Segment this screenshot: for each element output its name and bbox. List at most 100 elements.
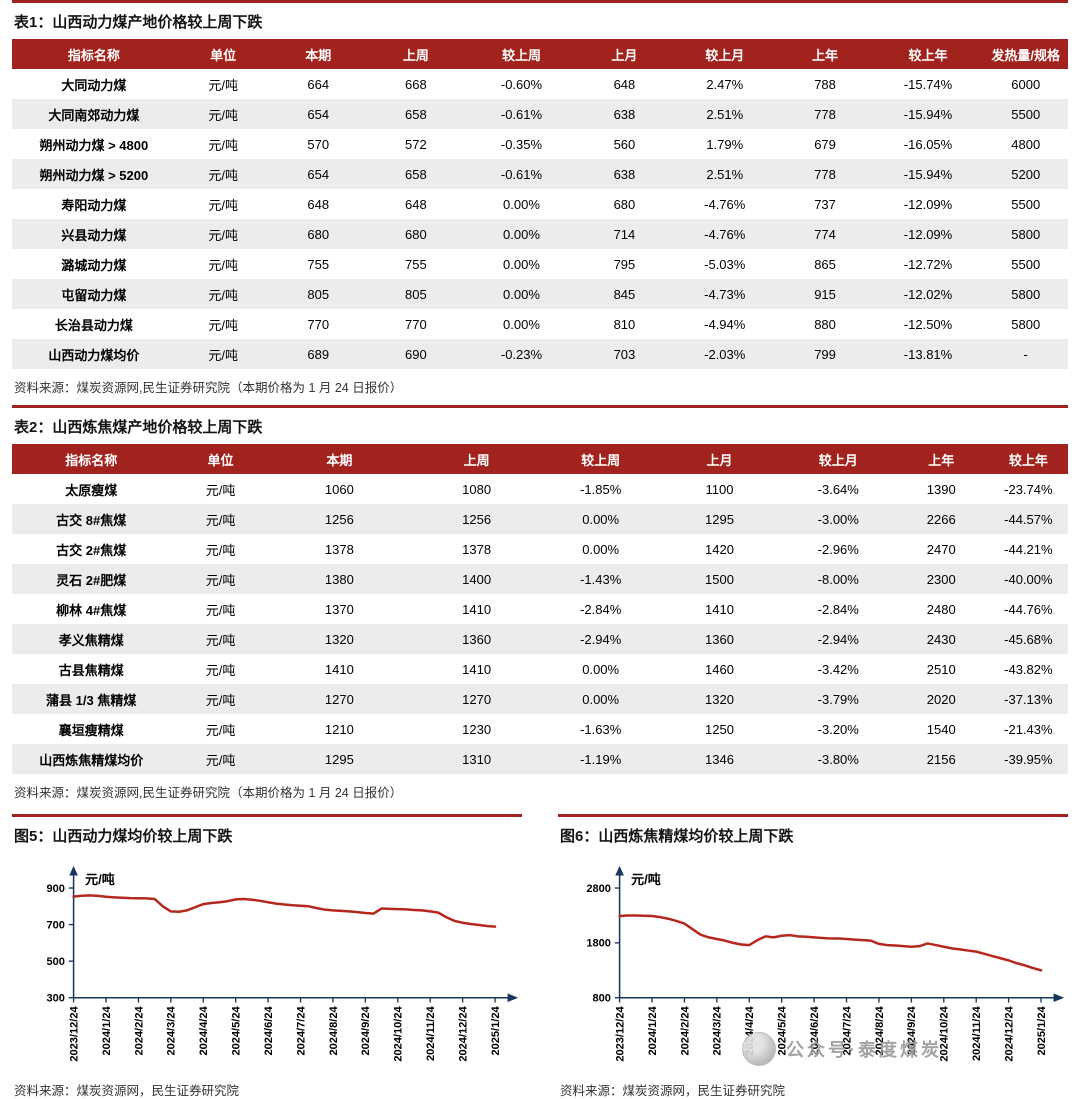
cell: 714 (613, 226, 636, 242)
row-label: 孝义焦精煤 (58, 632, 124, 648)
cell: 元/吨 (205, 482, 236, 498)
x-tick-label: 2024/2/24 (679, 1006, 691, 1056)
table2-source: 资料来源：煤炭资源网,民生证券研究院（本期价格为 1 月 24 日报价） (14, 786, 403, 800)
row-label: 灵石 2#肥煤 (56, 572, 127, 588)
y-axis-arrow-icon (69, 865, 78, 876)
x-tick-label: 2023/12/24 (68, 1006, 80, 1062)
column-header: 单位 (170, 444, 271, 474)
y-tick-label: 800 (592, 993, 610, 1005)
x-tick-label: 2024/12/24 (457, 1006, 469, 1062)
cell: 5500 (1011, 256, 1041, 272)
x-tick-label: 2024/6/24 (809, 1006, 821, 1056)
cell: 1390 (926, 481, 956, 497)
cell: 1270 (462, 691, 492, 707)
cell: -40.00% (1004, 571, 1053, 587)
cell: 915 (814, 286, 836, 302)
cell: -1.19% (580, 751, 622, 767)
row-label: 兴县动力煤 (61, 227, 127, 243)
header-row: 指标名称 单位 本期 上周 较上周 上月 较上月 上年 较上年 发热量/规格 (12, 39, 1068, 69)
cell: 1410 (705, 601, 734, 617)
cell: 1080 (462, 481, 492, 497)
y-tick-label: 900 (46, 883, 64, 895)
cell: 元/吨 (208, 317, 238, 333)
x-axis-arrow-icon (1053, 993, 1065, 1003)
chart6-canvas: 800 1800 2800 2023/12/24 2024/1/24 2024/2/24 2… (558, 863, 1068, 1078)
cell: 737 (814, 196, 836, 212)
chart5-block: 图5：山西动力煤均价较上周下跌 300 500 700 900 2023/12/24 20… (12, 814, 522, 1099)
cell: -12.50% (903, 316, 953, 332)
cell: -0.61% (500, 166, 543, 182)
cell: 1295 (324, 751, 354, 767)
cell: -0.35% (500, 136, 543, 152)
cell: -44.57% (1004, 511, 1053, 527)
x-tick-label: 2024/7/24 (295, 1006, 307, 1056)
cell: 元/吨 (205, 602, 236, 618)
row-label: 屯留动力煤 (61, 287, 127, 303)
chart6-plot: 800 1800 2800 2023/12/24 2024/1/24 2024/2/24 2… (586, 865, 1065, 1062)
row-label: 朔州动力煤 > 4800 (39, 137, 149, 153)
cell: 6000 (1011, 76, 1041, 92)
cell: 648 (613, 76, 636, 92)
x-tick-label: 2025/1/24 (490, 1006, 502, 1056)
cell: 1295 (705, 511, 734, 527)
y-tick-label: 300 (46, 993, 64, 1005)
cell: 770 (307, 316, 330, 332)
cell: 689 (307, 346, 330, 362)
row-label: 朔州动力煤 > 5200 (39, 167, 149, 183)
cell: 799 (814, 346, 836, 362)
x-tick-label: 2024/12/24 (1003, 1006, 1015, 1062)
cell: 1410 (462, 601, 492, 617)
cell: 648 (405, 196, 427, 212)
cell: -12.09% (903, 196, 953, 212)
cell: 5800 (1011, 316, 1041, 332)
cell: 1230 (462, 721, 492, 737)
cell: - (1023, 346, 1028, 362)
cell: 1346 (705, 751, 734, 767)
table-row: 兴县动力煤 元/吨 680 680 0.00% 714 -4.76% 774 -12.09% 58… (12, 219, 1068, 249)
cell: 770 (405, 316, 427, 332)
table-row: 孝义焦精煤 元/吨 1320 1360 -2.94% 1360 -2.94% 2430 -45.… (12, 624, 1068, 654)
x-tick-label: 2024/5/24 (777, 1006, 789, 1056)
table-row: 朔州动力煤 > 5200 元/吨 654 658 -0.61% 638 2.51% 778 -1… (12, 159, 1068, 189)
cell: 755 (405, 256, 427, 272)
cell: 元/吨 (208, 347, 238, 363)
column-header: 单位 (175, 39, 271, 69)
table1-title: 表1：山西动力煤产地价格较上周下跌 (12, 0, 1068, 39)
x-tick-label: 2024/5/24 (231, 1006, 243, 1056)
cell: 664 (307, 76, 330, 92)
column-header: 较上年 (988, 444, 1068, 474)
column-header: 上年 (777, 39, 873, 69)
cell: 1360 (705, 631, 734, 647)
y-axis-unit-label: 元/吨 (631, 872, 661, 887)
cell: 638 (613, 166, 636, 182)
y-tick-label: 500 (46, 956, 64, 968)
y-axis-unit-label: 元/吨 (85, 872, 115, 887)
cell: -0.61% (500, 106, 543, 122)
cell: -3.80% (817, 751, 859, 767)
cell: -43.82% (1004, 661, 1053, 677)
cell: 0.00% (582, 511, 620, 527)
cell: -12.09% (903, 226, 953, 242)
cell: 元/吨 (205, 692, 236, 708)
cell: 1320 (324, 631, 354, 647)
cell: 2470 (926, 541, 956, 557)
cell: -37.13% (1004, 691, 1053, 707)
x-tick-label: 2024/9/24 (360, 1006, 372, 1056)
cell: 元/吨 (208, 197, 238, 213)
cell: 1256 (462, 511, 492, 527)
x-tick-label: 2025/1/24 (1036, 1006, 1048, 1056)
chart5-canvas: 300 500 700 900 2023/12/24 2024/1/24 2024/2/24… (12, 863, 522, 1078)
cell: 5500 (1011, 196, 1041, 212)
thermal-coal-price-table: 指标名称 单位 本期 上周 较上周 上月 较上月 上年 较上年 发热量/规格 大同动力煤 元/吨 664… (12, 39, 1068, 369)
cell: 1378 (324, 541, 354, 557)
x-tick-label: 2024/11/24 (425, 1006, 437, 1062)
table-row: 山西动力煤均价 元/吨 689 690 -0.23% 703 -2.03% 799 -13.81… (12, 339, 1068, 369)
x-tick-label: 2024/10/24 (939, 1006, 951, 1062)
cell: 1540 (926, 721, 956, 737)
cell: 元/吨 (205, 572, 236, 588)
cell: 648 (307, 196, 330, 212)
row-label: 潞城动力煤 (61, 257, 127, 273)
y-tick-label: 2800 (586, 883, 611, 895)
cell: 668 (405, 76, 427, 92)
x-tick-label: 2024/2/24 (133, 1006, 145, 1056)
